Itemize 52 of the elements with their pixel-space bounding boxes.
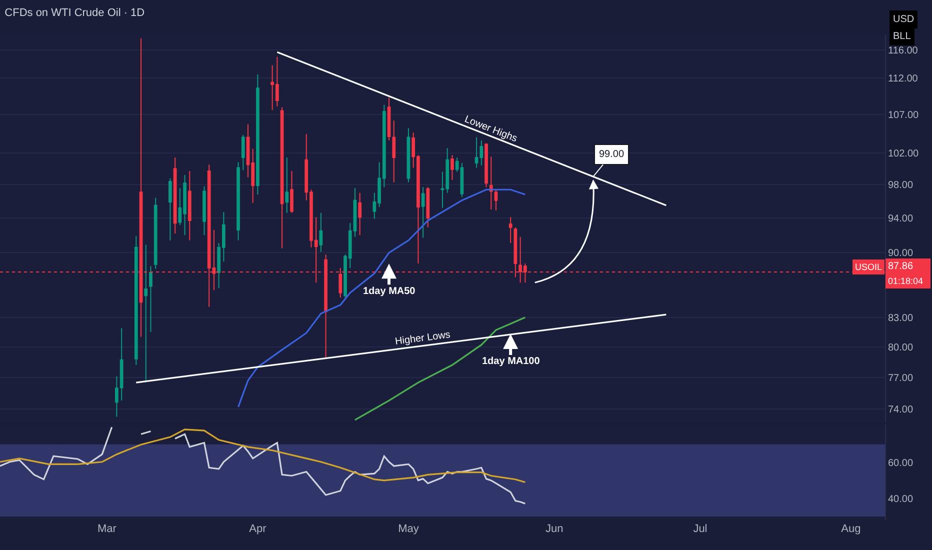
y-tick-label: 90.00 [888,248,914,260]
candlestick [241,134,245,171]
y-tick-label: 102.00 [888,148,920,160]
ref-line-label: 87.86 [888,261,914,272]
x-tick-label: Jul [693,523,708,536]
x-tick-label: Mar [98,523,117,536]
candlestick [319,212,323,252]
candlestick [134,236,138,366]
candlestick [421,186,425,238]
y-tick-label: 112.00 [888,74,918,85]
candlestick [168,178,172,241]
candlestick [358,192,362,236]
y-tick-label: 116.00 [888,46,918,57]
text: USD [893,14,914,25]
y-tick-label: 107.00 [888,110,920,122]
candlestick [450,154,454,180]
candlestick [188,170,192,241]
candlestick [173,156,177,234]
y-tick-label: 94.00 [888,214,914,224]
candlestick [290,170,294,214]
annotation: 99.00 [599,149,624,160]
y-tick-label: 60.00 [888,458,914,469]
candlestick [508,216,512,244]
x-tick-label: May [398,523,420,536]
candlestick [280,106,284,249]
candlestick [236,162,240,241]
chart-title: CFDs on WTI Crude Oil · 1D [4,6,145,19]
text: Lower Highs [462,114,519,145]
candlestick [426,186,430,228]
annotation: USOIL [855,262,882,272]
candlestick [285,156,289,214]
text: BLL [893,31,912,42]
candlestick [144,244,148,384]
annotation: 1day MA50 [363,286,416,297]
y-tick-label: 77.00 [888,372,914,384]
y-tick-label: 40.00 [888,494,914,505]
candlestick [149,266,152,332]
candlestick [484,142,488,188]
x-tick-label: Aug [841,523,861,536]
annotation: 1day MA100 [482,356,540,367]
candlestick [406,128,410,183]
candlestick [202,186,206,236]
y-tick-label: 98.00 [888,180,914,192]
candlestick [256,74,260,196]
x-tick-label: Apr [249,523,267,536]
y-tick-label: 80.00 [888,342,914,354]
x-tick-label: Jun [545,523,564,536]
y-tick-label: 74.00 [888,404,914,416]
text: 01:18:04 [888,276,924,286]
y-tick-label: 83.00 [888,312,914,324]
text: Higher Lows [394,330,452,348]
candlestick [154,197,158,270]
